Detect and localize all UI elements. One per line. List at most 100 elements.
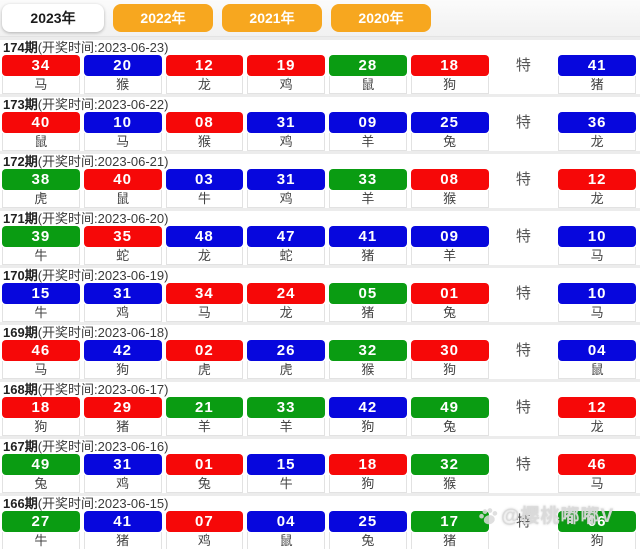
ball-zodiac: 鸡: [247, 76, 325, 94]
ball-column: 41 猪: [329, 226, 407, 265]
year-tab[interactable]: 2020年: [331, 4, 431, 32]
ball-number: 49: [2, 454, 80, 475]
ball-number: 39: [2, 226, 80, 247]
draw-time: (开奖时间:2023-06-16): [37, 439, 169, 454]
ball-zodiac: 狗: [83, 361, 162, 379]
ball-column: 31 鸡: [247, 112, 325, 151]
ball-zodiac: 牛: [165, 190, 244, 208]
draw-period: 169期: [3, 325, 38, 340]
ball-column: 35 蛇: [83, 226, 162, 265]
ball-row: 34 马 20 猴 12 龙 19 鸡 28 鼠 18 狗 特 41 猪: [0, 55, 640, 94]
draw-header: 168期(开奖时间:2023-06-17): [0, 382, 640, 397]
draw-row: 171期(开奖时间:2023-06-20) 39 牛 35 蛇 48 龙 47 …: [0, 208, 640, 265]
ball-column: 34 马: [165, 283, 244, 322]
ball-column: 30 狗: [410, 340, 489, 379]
draw-header: 167期(开奖时间:2023-06-16): [0, 439, 640, 454]
draw-row: 170期(开奖时间:2023-06-19) 15 牛 31 鸡 34 马 24 …: [0, 265, 640, 322]
ball-zodiac: 鸡: [165, 532, 244, 549]
ball-zodiac: 鸡: [83, 304, 162, 322]
ball-column: 12 龙: [558, 397, 637, 436]
ball-zodiac: 马: [558, 304, 637, 322]
ball-column: 12 龙: [165, 55, 244, 94]
ball-number: 08: [410, 169, 489, 190]
ball-number: 20: [83, 55, 162, 76]
ball-zodiac: 鼠: [247, 532, 325, 549]
ball-number: 34: [165, 283, 244, 304]
ball-number: 24: [247, 283, 325, 304]
ball-number: 18: [410, 55, 489, 76]
special-label: 特: [515, 114, 531, 131]
year-tab[interactable]: 2021年: [222, 4, 322, 32]
ball-row: 27 牛 41 猪 07 鸡 04 鼠 25 兔 17 猪 特 06 狗: [0, 511, 640, 549]
ball-column: 33 羊: [329, 169, 407, 208]
ball-number: 18: [329, 454, 407, 475]
ball-zodiac: 狗: [329, 418, 407, 436]
ball-column: 04 鼠: [558, 340, 637, 379]
ball-column: 40 鼠: [83, 169, 162, 208]
ball-number: 06: [558, 511, 637, 532]
draw-period: 174期: [3, 40, 38, 55]
ball-zodiac: 龙: [558, 133, 637, 151]
ball-number: 03: [165, 169, 244, 190]
ball-number: 19: [247, 55, 325, 76]
special-label: 特: [515, 57, 531, 74]
ball-column: 34 马: [2, 55, 80, 94]
ball-column: 41 猪: [558, 55, 637, 94]
ball-zodiac: 猪: [83, 532, 162, 549]
draw-period: 167期: [3, 439, 38, 454]
draw-list: 174期(开奖时间:2023-06-23) 34 马 20 猴 12 龙 19 …: [0, 37, 640, 549]
ball-number: 32: [410, 454, 489, 475]
ball-zodiac: 鼠: [329, 76, 407, 94]
draw-header: 173期(开奖时间:2023-06-22): [0, 97, 640, 112]
ball-number: 04: [247, 511, 325, 532]
draw-time: (开奖时间:2023-06-23): [37, 40, 169, 55]
ball-number: 09: [329, 112, 407, 133]
draw-period: 170期: [3, 268, 38, 283]
ball-number: 17: [410, 511, 489, 532]
ball-zodiac: 狗: [329, 475, 407, 493]
ball-zodiac: 狗: [558, 532, 637, 549]
ball-column: 48 龙: [165, 226, 244, 265]
ball-zodiac: 羊: [329, 133, 407, 151]
ball-number: 41: [83, 511, 162, 532]
draw-time: (开奖时间:2023-06-19): [37, 268, 169, 283]
ball-column: 26 虎: [247, 340, 325, 379]
ball-zodiac: 鸡: [247, 190, 325, 208]
ball-zodiac: 狗: [410, 361, 489, 379]
ball-zodiac: 牛: [2, 532, 80, 549]
ball-column: 32 猴: [329, 340, 407, 379]
ball-zodiac: 猪: [410, 532, 489, 549]
draw-row: 174期(开奖时间:2023-06-23) 34 马 20 猴 12 龙 19 …: [0, 37, 640, 94]
ball-zodiac: 鼠: [558, 361, 637, 379]
ball-zodiac: 马: [2, 76, 80, 94]
special-label: 特: [515, 342, 531, 359]
ball-number: 32: [329, 340, 407, 361]
ball-zodiac: 牛: [2, 247, 80, 265]
draw-time: (开奖时间:2023-06-22): [37, 97, 169, 112]
draw-time: (开奖时间:2023-06-18): [37, 325, 169, 340]
ball-column: 29 猪: [83, 397, 162, 436]
draw-time: (开奖时间:2023-06-17): [37, 382, 169, 397]
ball-column: 03 牛: [165, 169, 244, 208]
ball-zodiac: 龙: [558, 190, 637, 208]
ball-zodiac: 蛇: [83, 247, 162, 265]
ball-zodiac: 蛇: [247, 247, 325, 265]
ball-zodiac: 马: [2, 361, 80, 379]
ball-zodiac: 牛: [2, 304, 80, 322]
year-tab[interactable]: 2023年: [2, 4, 104, 32]
draw-period: 172期: [3, 154, 38, 169]
special-label: 特: [515, 513, 531, 530]
ball-zodiac: 猪: [558, 76, 637, 94]
ball-zodiac: 狗: [2, 418, 80, 436]
ball-number: 41: [558, 55, 637, 76]
draw-period: 168期: [3, 382, 38, 397]
ball-zodiac: 牛: [247, 475, 325, 493]
ball-zodiac: 龙: [165, 247, 244, 265]
special-label: 特: [515, 456, 531, 473]
ball-zodiac: 鼠: [83, 190, 162, 208]
year-tab[interactable]: 2022年: [113, 4, 213, 32]
ball-zodiac: 虎: [247, 361, 325, 379]
ball-zodiac: 马: [83, 133, 162, 151]
ball-column: 19 鸡: [247, 55, 325, 94]
